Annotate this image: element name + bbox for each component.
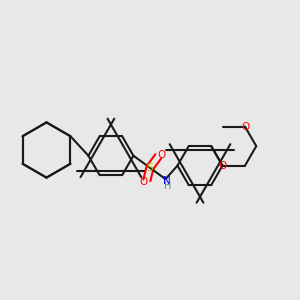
Text: O: O bbox=[218, 160, 226, 171]
Text: O: O bbox=[139, 177, 147, 187]
Text: O: O bbox=[158, 150, 166, 160]
Text: S: S bbox=[147, 163, 153, 173]
Text: H: H bbox=[164, 181, 172, 191]
Text: N: N bbox=[163, 176, 171, 186]
Text: O: O bbox=[241, 122, 249, 132]
